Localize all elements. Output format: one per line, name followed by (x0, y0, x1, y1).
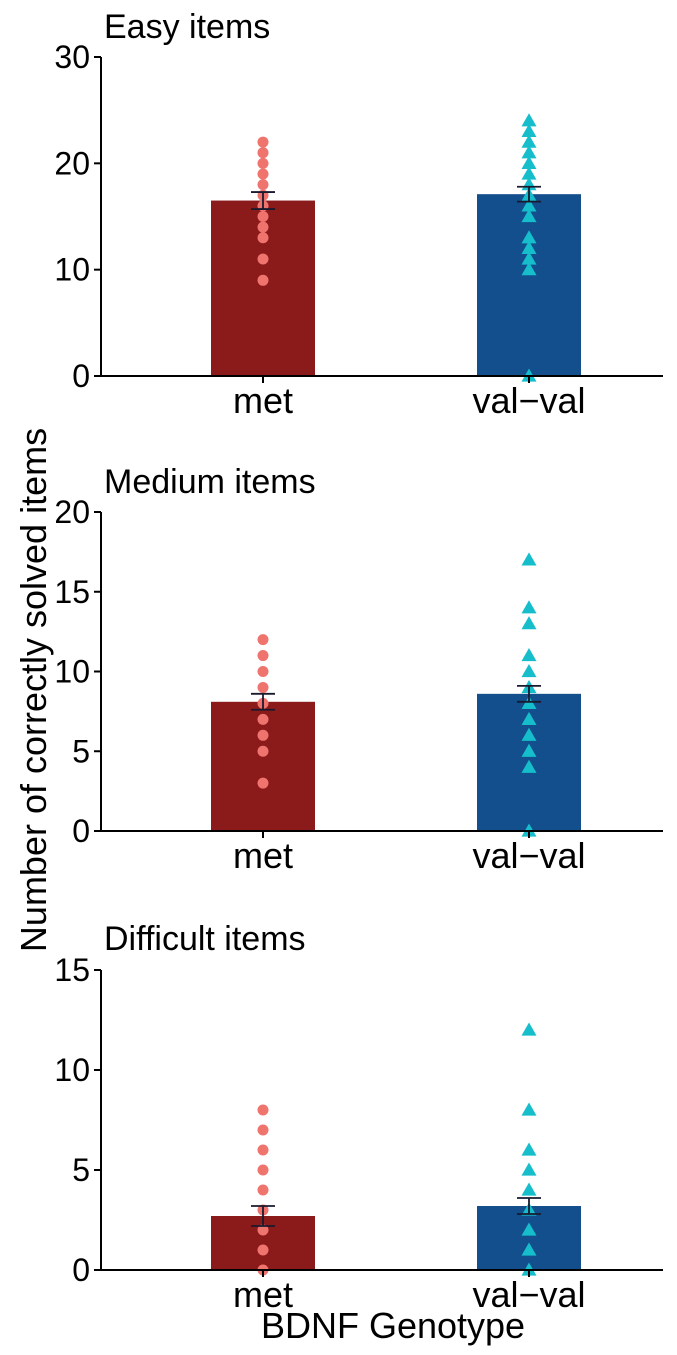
error-bar (517, 185, 541, 203)
data-point-val-val (521, 1242, 537, 1256)
panel-1: Medium items 0 5 10 15 20 met val−val (54, 463, 663, 876)
data-point-val-val (521, 552, 537, 566)
data-point-val-val (521, 1162, 537, 1176)
y-tick-label: 0 (72, 358, 90, 394)
x-tick-label: met (233, 380, 293, 421)
data-point-met (257, 1104, 269, 1116)
y-tick-label: 5 (72, 1152, 90, 1188)
data-point-met (257, 1144, 269, 1156)
data-point-met (257, 713, 269, 725)
data-point-val-val (521, 1102, 537, 1116)
error-bar (251, 692, 275, 711)
data-point-val-val (521, 230, 537, 244)
data-point-val-val (521, 262, 537, 276)
y-tick-label: 20 (54, 494, 90, 530)
data-point-met (257, 745, 269, 757)
data-point-met (257, 136, 269, 148)
y-tick-label: 0 (72, 1252, 90, 1288)
x-tick-label: val−val (472, 835, 585, 876)
data-point-val-val (521, 123, 537, 138)
data-point-val-val (521, 727, 537, 741)
y-tick-label: 15 (54, 952, 90, 988)
data-point-val-val (521, 113, 537, 127)
y-tick-label: 10 (54, 252, 90, 288)
data-point-met (257, 777, 269, 789)
x-tick-label: val−val (472, 380, 585, 421)
x-tick-label: met (233, 835, 293, 876)
data-point-val-val (521, 759, 537, 773)
data-point-val-val (521, 251, 537, 265)
data-point-val-val (521, 743, 537, 757)
x-tick-label: val−val (472, 1274, 585, 1315)
bar-val-val (477, 1206, 581, 1270)
data-point-met (257, 1224, 269, 1236)
data-point-val-val (521, 1022, 537, 1036)
data-point-val-val (521, 600, 537, 614)
data-point-val-val (521, 664, 537, 678)
data-point-val-val (521, 134, 537, 148)
data-point-met (257, 157, 269, 169)
x-axis-label: BDNF Genotype (261, 1305, 525, 1346)
error-bar (251, 1205, 275, 1227)
data-point-met (257, 681, 269, 693)
data-point-met (257, 221, 269, 233)
y-tick-label: 20 (54, 145, 90, 181)
panel-title: Difficult items (104, 920, 306, 958)
y-tick-label: 0 (72, 813, 90, 849)
error-bar (517, 1197, 541, 1215)
data-point-met (257, 1164, 269, 1176)
data-point-met (257, 211, 269, 222)
data-point-val-val (521, 166, 537, 180)
data-point-met (257, 179, 269, 191)
data-point-met (257, 274, 269, 286)
y-tick-label: 30 (54, 39, 90, 75)
data-point-met (257, 253, 269, 265)
data-point-val-val (521, 1142, 537, 1156)
data-point-met (257, 168, 269, 180)
panels: Easy items 0 10 20 30 met val−val Medium items 0… (54, 8, 663, 1315)
panel-2: Difficult items 0 5 10 15 met val−val (54, 920, 663, 1315)
data-point-val-val (521, 155, 537, 169)
data-point-met (257, 232, 269, 244)
data-point-val-val (521, 198, 537, 212)
data-point-met (257, 1244, 269, 1256)
data-point-val-val (521, 711, 537, 725)
x-tick-label: met (233, 1274, 293, 1315)
error-bar (251, 191, 275, 210)
y-tick-label: 15 (54, 574, 90, 610)
data-point-val-val (521, 145, 537, 159)
bar-val-val (477, 194, 581, 376)
data-point-met (257, 729, 269, 741)
data-point-met (257, 666, 269, 677)
data-point-val-val (521, 240, 537, 255)
y-tick-label: 10 (54, 654, 90, 690)
panel-title: Easy items (104, 8, 270, 46)
data-point-met (257, 1124, 269, 1136)
data-point-val-val (521, 648, 537, 662)
panel-0: Easy items 0 10 20 30 met val−val (54, 8, 663, 421)
data-point-met (257, 634, 269, 646)
y-tick-label: 10 (54, 1052, 90, 1088)
error-bar (517, 684, 541, 703)
data-point-met (257, 1184, 269, 1196)
data-point-val-val (521, 209, 537, 223)
data-point-met (257, 147, 269, 159)
data-point-val-val (521, 1222, 537, 1236)
panel-title: Medium items (104, 463, 316, 501)
data-point-val-val (521, 1182, 537, 1196)
y-tick-label: 5 (72, 733, 90, 769)
y-axis-label: Number of correctly solved items (13, 428, 54, 952)
data-point-met (257, 650, 269, 662)
data-point-val-val (521, 616, 537, 630)
